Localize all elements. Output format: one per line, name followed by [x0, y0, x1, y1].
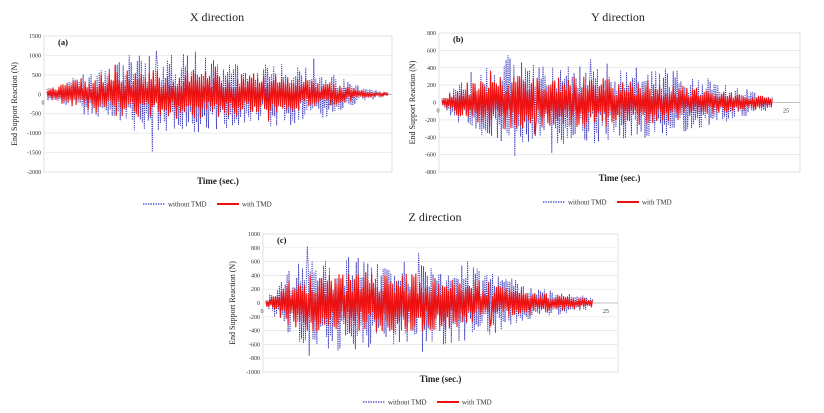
- legend-label-without-tmd: without TMD: [168, 201, 207, 209]
- y-tick-label: -800: [425, 170, 436, 176]
- y-tick-label: 1500: [29, 34, 41, 40]
- panel-label: (a): [58, 37, 68, 47]
- x-tick-label: 25: [783, 109, 789, 115]
- y-axis-label: End Support Reaction (N): [408, 60, 417, 144]
- legend-label-with-tmd: with TMD: [242, 201, 272, 209]
- legend-label-without-tmd: without TMD: [388, 399, 427, 407]
- y-tick-label: 600: [251, 260, 260, 266]
- y-tick-label: 500: [32, 73, 41, 79]
- y-tick-label: 0: [257, 301, 260, 307]
- chart-title: Y direction: [591, 10, 645, 24]
- y-tick-label: -1000: [27, 131, 41, 137]
- y-tick-label: 1000: [29, 53, 41, 59]
- y-tick-label: 400: [251, 273, 260, 279]
- x-tick-label: 0: [261, 309, 264, 315]
- chart-title: X direction: [190, 10, 244, 24]
- y-tick-label: -600: [249, 342, 260, 348]
- y-tick-label: 800: [427, 31, 436, 37]
- y-tick-label: 800: [251, 246, 260, 252]
- legend-label-with-tmd: with TMD: [642, 199, 672, 207]
- y-tick-label: 0: [38, 92, 41, 98]
- y-tick-label: -200: [249, 315, 260, 321]
- panel-label: (c): [277, 235, 287, 245]
- x-tick-label: 25: [328, 100, 334, 106]
- series-line-with-tmd: [265, 272, 593, 334]
- chart-title: Z direction: [409, 210, 462, 224]
- y-tick-label: -400: [249, 329, 260, 335]
- series-line-with-tmd: [46, 64, 389, 122]
- y-tick-label: 1000: [248, 232, 260, 238]
- x-tick-label: 0: [437, 109, 440, 115]
- y-tick-label: -200: [425, 118, 436, 124]
- y-tick-label: -400: [425, 135, 436, 141]
- legend: without TMD with TMD: [543, 199, 672, 207]
- x-tick-label: 25: [603, 309, 609, 315]
- y-tick-label: 400: [427, 66, 436, 72]
- y-axis-label: End Support Reaction (N): [228, 261, 237, 345]
- y-tick-label: -2000: [27, 170, 41, 176]
- y-tick-label: 200: [427, 83, 436, 89]
- y-tick-label: -1000: [246, 370, 260, 376]
- y-tick-label: 0: [433, 101, 436, 107]
- legend-label-without-tmd: without TMD: [568, 199, 607, 207]
- x-tick-label: 0: [42, 100, 45, 106]
- y-tick-label: -500: [30, 112, 41, 118]
- y-tick-label: 200: [251, 287, 260, 293]
- y-axis-label: End Support Reaction (N): [10, 62, 19, 146]
- x-axis-label: Time (sec.): [420, 374, 462, 384]
- series-line-with-tmd: [441, 70, 773, 137]
- x-axis-label: Time (sec.): [197, 176, 239, 186]
- y-tick-label: -1500: [27, 151, 41, 157]
- y-tick-label: -800: [249, 356, 260, 362]
- y-tick-label: 600: [427, 48, 436, 54]
- legend-label-with-tmd: with TMD: [462, 399, 492, 407]
- legend: without TMD with TMD: [363, 399, 492, 407]
- legend: without TMD with TMD: [143, 201, 272, 209]
- x-axis-label: Time (sec.): [599, 173, 641, 183]
- y-tick-label: -600: [425, 153, 436, 159]
- panel-label: (b): [453, 34, 464, 44]
